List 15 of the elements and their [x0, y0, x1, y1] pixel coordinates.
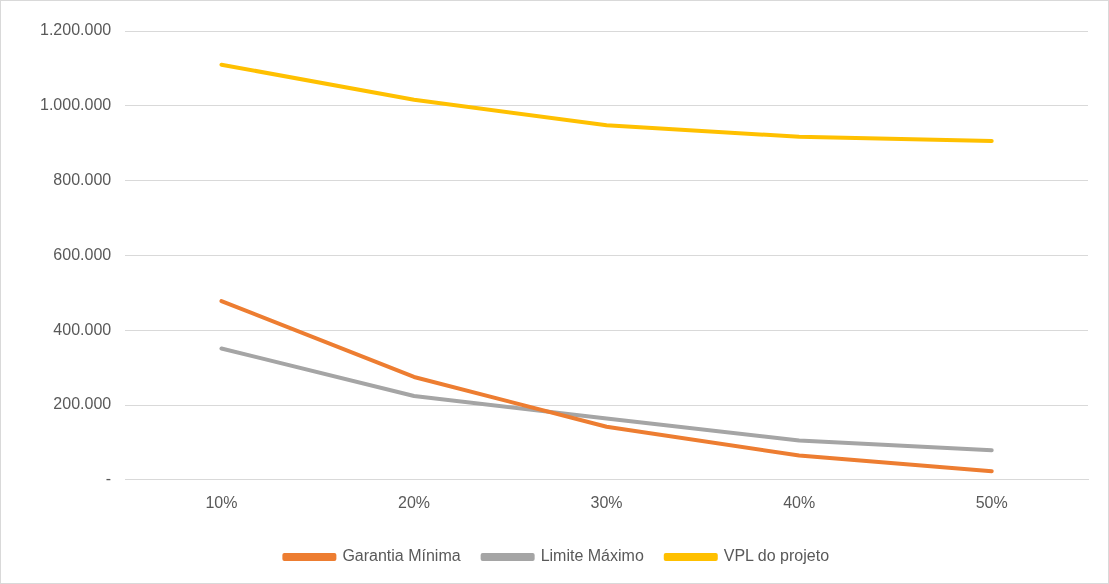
y-tick-label: - [105, 470, 112, 488]
x-tick-label: 10% [205, 493, 238, 511]
legend-label: Limite Máximo [540, 547, 644, 565]
x-tick-label: 50% [975, 493, 1008, 511]
x-tick-label: 40% [783, 493, 816, 511]
legend-label: Garantia Mínima [342, 547, 461, 565]
y-tick-label: 400.000 [53, 320, 112, 338]
y-tick-label: 200.000 [53, 395, 112, 413]
y-tick-label: 1.200.000 [39, 21, 112, 39]
y-tick-label: 800.000 [53, 171, 112, 189]
legend-label: VPL do projeto [723, 547, 830, 565]
y-tick-label: 600.000 [53, 245, 112, 263]
x-tick-label: 20% [398, 493, 431, 511]
y-tick-label: 1.000.000 [39, 96, 112, 114]
x-tick-label: 30% [590, 493, 623, 511]
